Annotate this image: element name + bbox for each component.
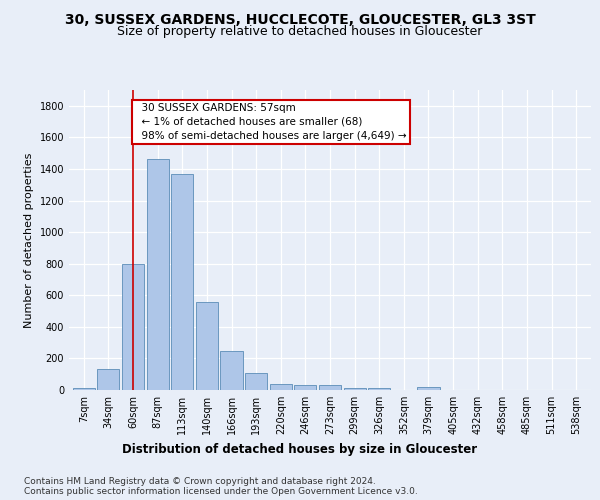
Bar: [319, 386, 341, 390]
Text: 30 SUSSEX GARDENS: 57sqm
  ← 1% of detached houses are smaller (68)
  98% of sem: 30 SUSSEX GARDENS: 57sqm ← 1% of detache…: [136, 102, 407, 141]
Text: Contains public sector information licensed under the Open Government Licence v3: Contains public sector information licen…: [24, 488, 418, 496]
Text: Contains HM Land Registry data © Crown copyright and database right 2024.: Contains HM Land Registry data © Crown c…: [24, 478, 376, 486]
Bar: [418, 387, 440, 390]
Bar: [368, 388, 391, 390]
Bar: [73, 388, 95, 390]
Text: 30, SUSSEX GARDENS, HUCCLECOTE, GLOUCESTER, GL3 3ST: 30, SUSSEX GARDENS, HUCCLECOTE, GLOUCEST…: [65, 12, 535, 26]
Bar: [122, 264, 144, 390]
Bar: [97, 370, 119, 390]
Text: Distribution of detached houses by size in Gloucester: Distribution of detached houses by size …: [122, 442, 478, 456]
Bar: [245, 372, 267, 390]
Bar: [171, 174, 193, 390]
Bar: [344, 388, 366, 390]
Bar: [269, 384, 292, 390]
Bar: [146, 158, 169, 390]
Bar: [196, 302, 218, 390]
Text: Size of property relative to detached houses in Gloucester: Size of property relative to detached ho…: [118, 25, 482, 38]
Y-axis label: Number of detached properties: Number of detached properties: [24, 152, 34, 328]
Bar: [294, 386, 316, 390]
Bar: [220, 350, 242, 390]
